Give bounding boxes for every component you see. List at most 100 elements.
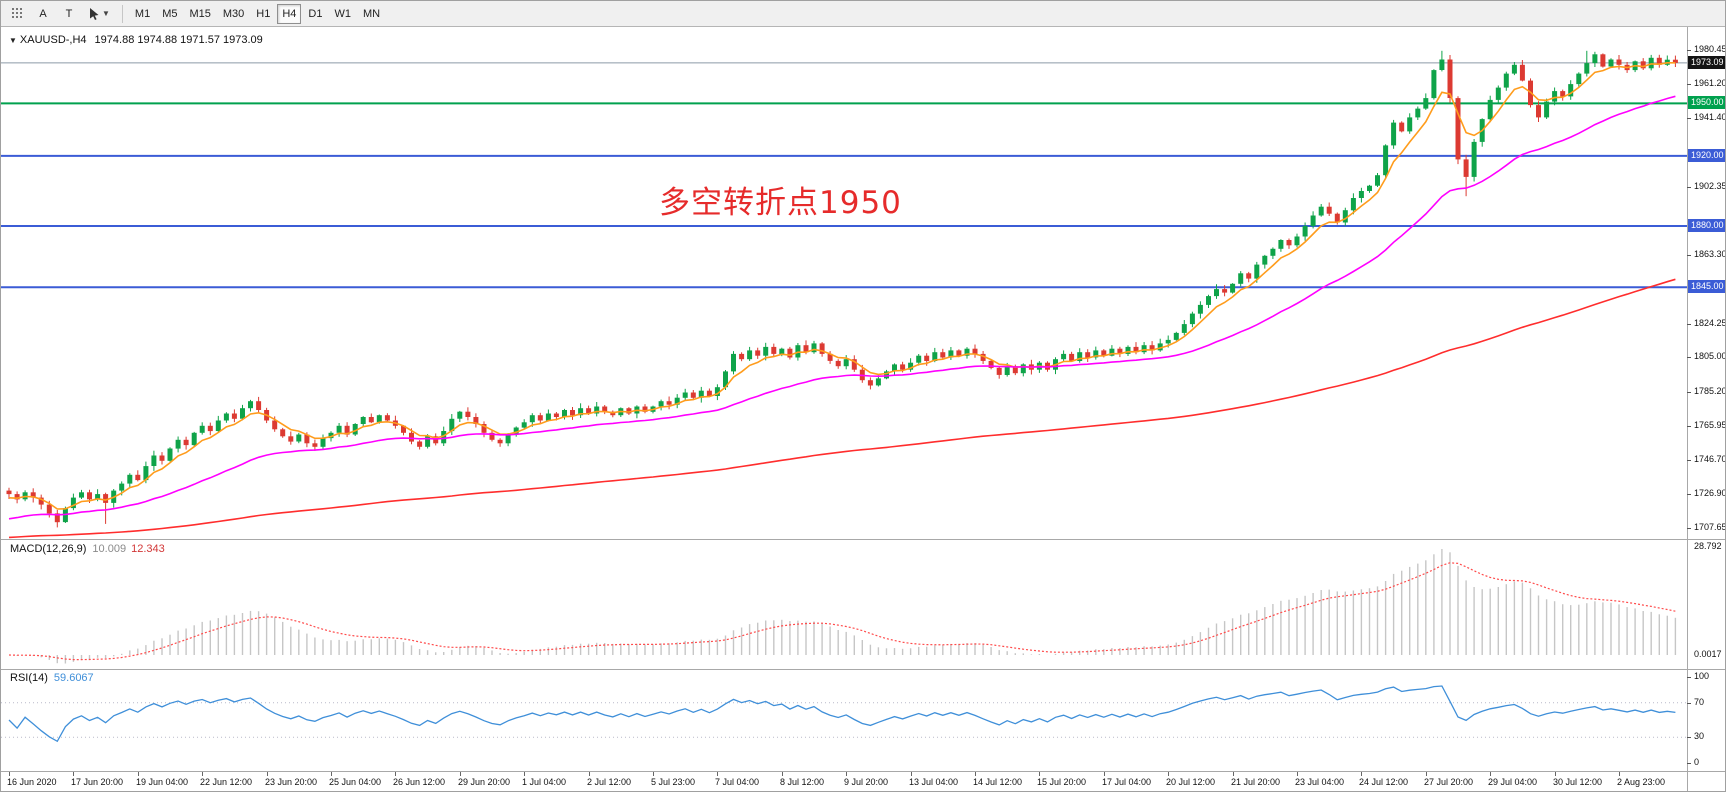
annotation-text: 多空转折点1950 (659, 185, 902, 221)
price-tick-mark (1687, 118, 1691, 119)
rsi-axis-label: 70 (1694, 697, 1705, 707)
macd-name: MACD(12,26,9) (10, 543, 87, 555)
price-tick-mark (1687, 84, 1691, 85)
time-axis-label: 2 Jul 12:00 (587, 777, 632, 787)
timeframe-button-m5[interactable]: M5 (157, 4, 182, 24)
ma-fast (8, 61, 1676, 510)
time-axis-label: 13 Jul 04:00 (909, 777, 959, 787)
main-price-chart[interactable] (1, 27, 1687, 539)
time-axis-tick (460, 772, 461, 776)
price-tick-mark (1687, 50, 1691, 51)
rsi-indicator-panel[interactable] (1, 669, 1687, 771)
price-tick-label: 1863.30 (1694, 249, 1726, 260)
rsi-name: RSI(14) (10, 672, 48, 684)
price-tick-mark (1687, 187, 1691, 188)
timeframe-button-mn[interactable]: MN (358, 4, 385, 24)
symbol-dropdown-icon[interactable]: ▼ (9, 36, 17, 45)
time-axis-label: 29 Jun 20:00 (458, 777, 511, 787)
time-axis-label: 30 Jul 12:00 (1553, 777, 1603, 787)
price-tick-mark (1687, 392, 1691, 393)
time-axis-tick (138, 772, 139, 776)
price-tick-mark (1687, 494, 1691, 495)
price-tick-label: 1902.35 (1694, 180, 1726, 191)
time-axis-tick (1361, 772, 1362, 776)
panel-separator[interactable] (1, 669, 1725, 670)
macd-signal-line (8, 562, 1676, 661)
timeframe-button-m1[interactable]: M1 (130, 4, 155, 24)
time-axis-tick (331, 772, 332, 776)
price-tick-label: 1707.65 (1694, 522, 1726, 532)
time-axis-tick (1297, 772, 1298, 776)
price-tick-mark (1687, 426, 1691, 427)
grid-dots-icon[interactable] (5, 4, 29, 24)
timeframe-button-d1[interactable]: D1 (303, 4, 327, 24)
time-axis-tick (782, 772, 783, 776)
time-axis-label: 20 Jul 12:00 (1166, 777, 1216, 787)
time-axis-label: 19 Jun 04:00 (136, 777, 189, 787)
macd-histogram (16, 549, 1677, 664)
rsi-axis-tick (1687, 703, 1691, 704)
cursor-tool-button[interactable]: ▼ (83, 4, 115, 24)
hline-price-label: 1845.00 (1688, 280, 1725, 293)
candles (6, 50, 1678, 528)
time-axis-label: 8 Jul 12:00 (780, 777, 825, 787)
symbol-label: XAUUSD-,H4 (19, 34, 87, 46)
price-tick-mark (1687, 357, 1691, 358)
price-tick-mark (1687, 324, 1691, 325)
time-axis-label: 1 Jul 04:00 (522, 777, 567, 787)
timeframe-button-w1[interactable]: W1 (329, 4, 356, 24)
rsi-axis-tick (1687, 763, 1691, 764)
time-axis-label: 25 Jun 04:00 (329, 777, 382, 787)
time-axis-tick (589, 772, 590, 776)
price-tick-label: 1765.95 (1694, 419, 1726, 430)
current-price-label: 1973.09 (1688, 56, 1725, 69)
time-axis-tick (1619, 772, 1620, 776)
timeframe-buttons: M1 M5 M15 M30 H1 H4 D1 W1 MN (130, 3, 385, 24)
timeframe-button-h4[interactable]: H4 (277, 3, 302, 24)
rsi-label: RSI(14) 59.6067 (10, 672, 94, 684)
macd-signal-value: 12.343 (131, 543, 165, 555)
rsi-value: 59.6067 (53, 672, 94, 684)
text-tool-button[interactable]: A (31, 4, 55, 24)
hline-price-label: 1950.00 (1688, 96, 1725, 109)
ma-slow (8, 278, 1676, 539)
time-axis-label: 22 Jun 12:00 (200, 777, 253, 787)
price-tick-mark (1687, 255, 1691, 256)
time-axis-label: 23 Jun 20:00 (265, 777, 318, 787)
time-axis-label: 17 Jul 04:00 (1102, 777, 1152, 787)
ohlc-values: 1974.88 1974.88 1971.57 1973.09 (94, 34, 263, 46)
time-axis-label: 14 Jul 12:00 (973, 777, 1023, 787)
price-tick-label: 1785.20 (1694, 386, 1726, 397)
price-tick-label: 1961.20 (1694, 77, 1726, 88)
time-axis-tick (911, 772, 912, 776)
macd-indicator-panel[interactable] (1, 539, 1687, 669)
rsi-axis-tick (1687, 677, 1691, 678)
time-axis-label: 27 Jul 20:00 (1424, 777, 1474, 787)
label-tool-button[interactable]: T (57, 4, 81, 24)
time-axis-tick (653, 772, 654, 776)
macd-axis-max-label: 28.792 (1694, 541, 1722, 551)
time-axis-label: 2 Aug 23:00 (1617, 777, 1666, 787)
macd-axis-min-label: 0.0017 (1694, 649, 1722, 659)
panel-separator[interactable] (1, 539, 1725, 540)
moving-averages (8, 61, 1676, 539)
time-axis-label: 23 Jul 04:00 (1295, 777, 1345, 787)
time-axis-tick (1104, 772, 1105, 776)
time-axis-label: 17 Jun 20:00 (71, 777, 124, 787)
timeframe-button-m15[interactable]: M15 (184, 4, 215, 24)
macd-label: MACD(12,26,9) 10.009 12.343 (10, 543, 165, 555)
timeframe-button-m30[interactable]: M30 (218, 4, 249, 24)
time-axis-tick (1039, 772, 1040, 776)
cursor-arrow-icon (90, 7, 99, 20)
price-tick-label: 1980.45 (1694, 44, 1726, 54)
macd-main-value: 10.009 (92, 543, 127, 555)
time-axis-tick (267, 772, 268, 776)
time-axis-tick (73, 772, 74, 776)
time-axis-label: 26 Jun 12:00 (393, 777, 446, 787)
time-axis-tick (202, 772, 203, 776)
time-axis-tick (1555, 772, 1556, 776)
hline-price-label: 1920.00 (1688, 149, 1725, 162)
time-axis-label: 21 Jul 20:00 (1231, 777, 1281, 787)
timeframe-button-h1[interactable]: H1 (251, 4, 275, 24)
